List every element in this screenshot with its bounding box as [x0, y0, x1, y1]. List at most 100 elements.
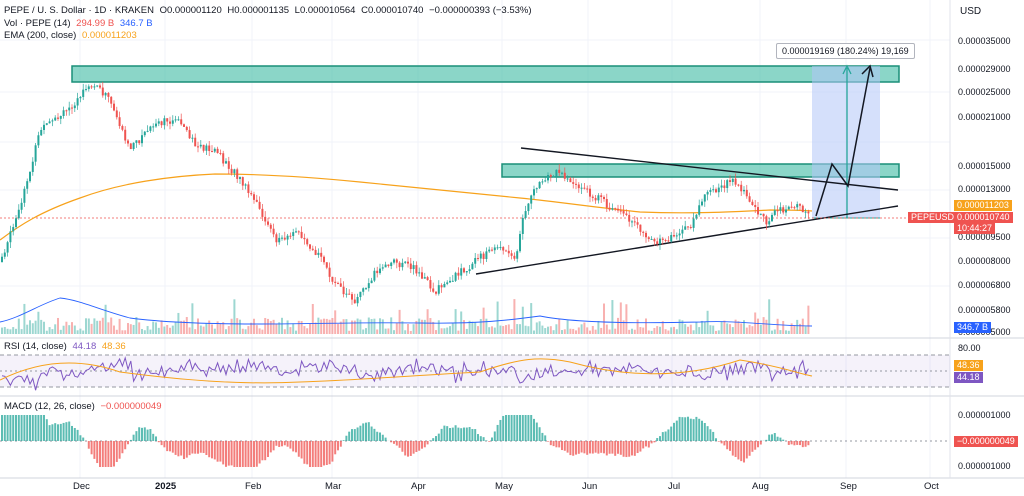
candle-body [460, 268, 463, 276]
macd-bar [309, 441, 311, 467]
measure-label[interactable]: 0.000019169 (180.24%) 19,169 [776, 43, 915, 59]
rsi-label: RSI (14, close) [4, 341, 67, 352]
candle-body [642, 231, 645, 233]
rsi-legend[interactable]: RSI (14, close) 44.18 48.36 [4, 341, 129, 353]
macd-value: −0.000000049 [100, 401, 162, 412]
macd-bar [101, 441, 104, 467]
macd-bar [379, 432, 381, 441]
macd-bar [17, 415, 20, 441]
volume-bar [85, 318, 87, 334]
price-candles[interactable] [1, 81, 810, 307]
macd-bar [530, 415, 533, 441]
volume-bar [426, 309, 429, 334]
candle-body [261, 208, 264, 217]
macd-bar [34, 415, 37, 441]
price-change: −0.000000393 (−3.53%) [429, 5, 532, 16]
candle-body [617, 208, 619, 211]
volume-bar [115, 329, 118, 334]
volume-value: 294.99 B [76, 18, 115, 29]
volume-bar [9, 329, 12, 334]
macd-bar [213, 441, 216, 460]
macd-bar [127, 441, 129, 445]
top-resistance-zone[interactable] [71, 65, 900, 83]
volume-bar [390, 317, 393, 334]
macd-bar [65, 422, 68, 441]
symbol-header[interactable]: PEPE / U. S. Dollar · 1D · KRAKEN O0.000… [4, 5, 535, 17]
volume-bar [451, 323, 454, 334]
candle-body [317, 252, 320, 255]
mid-resistance-zone[interactable] [501, 163, 900, 178]
candle-body [45, 123, 48, 125]
candle-body [426, 277, 429, 281]
macd-legend[interactable]: MACD (12, 26, close) −0.000000049 [4, 401, 164, 413]
volume-bar [62, 325, 65, 334]
volume-bar [779, 330, 782, 334]
volume-bar [541, 325, 544, 334]
candle-body [96, 85, 99, 87]
candle-body [110, 96, 113, 104]
macd-bar [650, 441, 653, 444]
rsi-tick: 80.00 [958, 343, 981, 353]
macd-bar [689, 418, 692, 441]
volume-bar [653, 328, 656, 334]
volume-bar [759, 324, 762, 334]
macd-bar [496, 424, 499, 441]
macd-bar [115, 441, 118, 462]
candle-body [264, 216, 267, 222]
candle-body [779, 207, 782, 211]
volume-bar [127, 323, 129, 334]
macd-bar [328, 441, 331, 465]
candle-body [160, 121, 163, 126]
candle-body [729, 180, 731, 182]
candle-body [295, 231, 297, 233]
volume-ma-line [0, 297, 813, 327]
ema-legend[interactable]: EMA (200, close) 0.000011203 [4, 30, 140, 42]
macd-tick: 0.000001000 [958, 461, 1011, 471]
candle-body [250, 193, 253, 195]
candle-body [73, 105, 76, 109]
candle-body [155, 123, 157, 127]
candle-body [421, 272, 423, 279]
candle-body [85, 89, 87, 91]
candle-body [213, 148, 216, 152]
macd-bar [589, 441, 591, 454]
currency-label[interactable]: USD [960, 6, 982, 17]
volume-bar [401, 321, 404, 334]
ascending-trendline[interactable] [475, 205, 899, 275]
volume-bar [395, 322, 398, 334]
volume-bar [656, 326, 659, 334]
candle-body [281, 237, 283, 239]
volume-bar [502, 326, 505, 334]
volume-bar [435, 330, 437, 334]
macd-bar [541, 432, 544, 441]
macd-bar [241, 441, 244, 467]
macd-bar [493, 431, 496, 441]
candle-body [429, 280, 432, 289]
volume-bar [107, 322, 110, 334]
projection-path[interactable] [815, 67, 871, 217]
volume-bar [717, 330, 720, 334]
candle-body [143, 131, 146, 136]
volume-legend[interactable]: Vol · PEPE (14) 294.99 B 346.7 B [4, 18, 156, 30]
candle-body [171, 120, 174, 124]
macd-bar [482, 437, 485, 441]
candle-body [37, 135, 40, 146]
macd-bar [177, 441, 180, 457]
candle-body [174, 119, 177, 121]
candle-body [292, 232, 295, 237]
candle-body [510, 253, 513, 256]
candle-body [306, 239, 309, 245]
candle-body [804, 211, 807, 213]
volume-bar [113, 325, 115, 334]
time-tick: Feb [245, 481, 262, 492]
volume-bar [71, 322, 73, 334]
macd-bar [745, 441, 748, 459]
candle-body [591, 196, 594, 198]
candle-body [177, 119, 180, 121]
volume-bar [59, 329, 62, 334]
macd-bar [171, 441, 174, 453]
macd-bar [513, 415, 516, 441]
volume-bar [547, 326, 549, 334]
descending-trendline[interactable] [520, 147, 899, 191]
